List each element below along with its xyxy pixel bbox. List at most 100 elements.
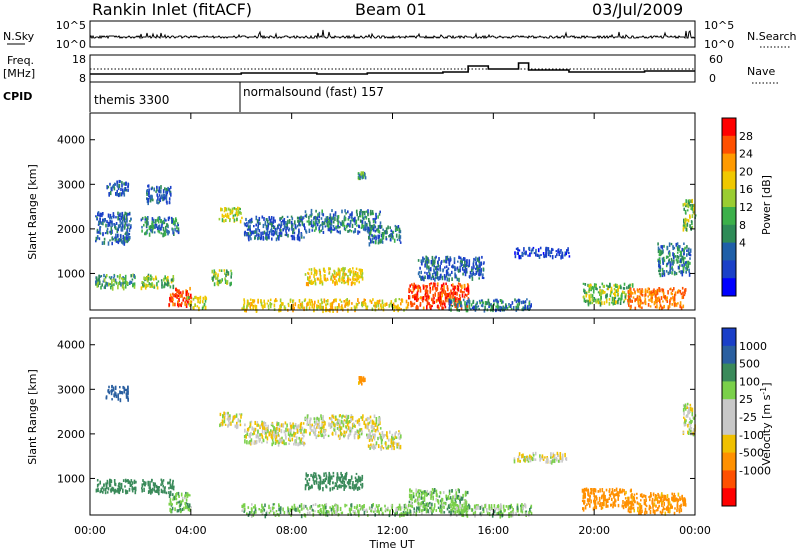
- heatmap-cell: [170, 300, 172, 303]
- heatmap-cell: [318, 481, 320, 484]
- heatmap-cell: [454, 507, 457, 511]
- heatmap-cell: [150, 194, 152, 199]
- heatmap-cell: [420, 296, 422, 299]
- heatmap-cell: [303, 428, 306, 433]
- heatmap-cell: [397, 506, 400, 511]
- heatmap-cell: [229, 218, 231, 221]
- heatmap-cell: [545, 249, 547, 254]
- heatmap-cell: [183, 296, 186, 300]
- heatmap-cell: [327, 476, 330, 481]
- heatmap-cell: [250, 507, 253, 511]
- heatmap-cell: [289, 428, 291, 433]
- heatmap-cell: [328, 423, 331, 427]
- heatmap-cell: [667, 272, 670, 276]
- heatmap-cell: [126, 231, 128, 236]
- heatmap-cell: [428, 275, 431, 279]
- heatmap-cell: [297, 507, 299, 512]
- heatmap-cell: [447, 287, 449, 292]
- heatmap-cell: [247, 220, 250, 224]
- heatmap-cell: [552, 248, 554, 251]
- heatmap-cell: [117, 239, 120, 245]
- heatmap-cell: [355, 512, 357, 516]
- heatmap-cell: [269, 298, 272, 301]
- heatmap-cell: [369, 224, 372, 227]
- heatmap-cell: [169, 293, 172, 297]
- heatmap-cell: [333, 299, 335, 303]
- heatmap-cell: [327, 299, 329, 303]
- heatmap-cell: [455, 276, 458, 279]
- heatmap-cell: [451, 503, 454, 507]
- heatmap-cell: [377, 429, 379, 433]
- heatmap-cell: [291, 234, 294, 237]
- heatmap-cell: [421, 276, 423, 279]
- heatmap-cell: [118, 488, 120, 492]
- heatmap-cell: [298, 221, 301, 225]
- heatmap-cell: [349, 429, 351, 433]
- heatmap-cell: [582, 282, 585, 285]
- heatmap-cell: [162, 220, 165, 225]
- heatmap-cell: [148, 188, 150, 192]
- heatmap-cell: [464, 493, 467, 497]
- nsky-right-tick-top: 10^5: [704, 19, 734, 32]
- heatmap-cell: [346, 298, 348, 301]
- heatmap-cell: [340, 267, 343, 272]
- heatmap-cell: [337, 267, 340, 271]
- heatmap-cell: [320, 429, 323, 433]
- heatmap-cell: [484, 504, 486, 509]
- heatmap-cell: [257, 429, 259, 434]
- heatmap-cell: [343, 276, 345, 279]
- heatmap-cell: [274, 441, 277, 445]
- heatmap-cell: [374, 507, 377, 513]
- heatmap-cell: [377, 307, 380, 311]
- heatmap-cell: [270, 229, 273, 233]
- heatmap-cell: [658, 269, 660, 273]
- nsky-left-tick-top: 10^5: [56, 19, 86, 32]
- heatmap-cell: [334, 216, 336, 221]
- heatmap-cell: [314, 222, 316, 226]
- heatmap-cell: [268, 235, 270, 240]
- heatmap-cell: [323, 508, 325, 512]
- heatmap-cell: [303, 299, 306, 302]
- heatmap-cell: [614, 289, 617, 294]
- heatmap-cell: [308, 215, 310, 220]
- heatmap-cell: [532, 454, 535, 457]
- heatmap-cell: [613, 284, 615, 287]
- heatmap-cell: [434, 266, 437, 270]
- heatmap-cell: [108, 221, 111, 225]
- heatmap-cell: [223, 419, 226, 424]
- heatmap-cell: [316, 416, 318, 420]
- heatmap-cell: [358, 268, 361, 272]
- heatmap-cell: [127, 225, 129, 229]
- heatmap-cell: [381, 512, 383, 516]
- heatmap-cell: [178, 500, 181, 504]
- heatmap-cell: [371, 224, 374, 230]
- heatmap-cell: [412, 284, 414, 289]
- heatmap-cell: [515, 247, 518, 250]
- heatmap-cell: [249, 440, 251, 443]
- heatmap-cell: [321, 222, 324, 226]
- heatmap-cell: [194, 295, 196, 300]
- heatmap-cell: [278, 427, 281, 432]
- heatmap-cell: [392, 437, 394, 441]
- heatmap-cell: [338, 278, 340, 282]
- heatmap-cell: [560, 255, 562, 260]
- heatmap-cell: [316, 304, 318, 309]
- heatmap-cell: [426, 289, 429, 293]
- heatmap-cell: [160, 189, 162, 194]
- heatmap-cell: [522, 506, 524, 511]
- heatmap-cell: [96, 484, 99, 488]
- heatmap-cell: [134, 489, 137, 492]
- heatmap-cell: [584, 299, 587, 303]
- heatmap-cell: [335, 273, 338, 278]
- heatmap-cell: [339, 476, 342, 480]
- heatmap-cell: [263, 230, 266, 235]
- heatmap-cell: [172, 298, 174, 302]
- heatmap-cell: [431, 492, 434, 497]
- heatmap-cell: [583, 297, 586, 303]
- heatmap-cell: [379, 427, 382, 430]
- heatmap-cell: [161, 281, 163, 286]
- heatmap-cell: [478, 266, 480, 270]
- heatmap-cell: [405, 506, 407, 509]
- heatmap-cell: [344, 228, 347, 232]
- heatmap-cell: [674, 291, 677, 296]
